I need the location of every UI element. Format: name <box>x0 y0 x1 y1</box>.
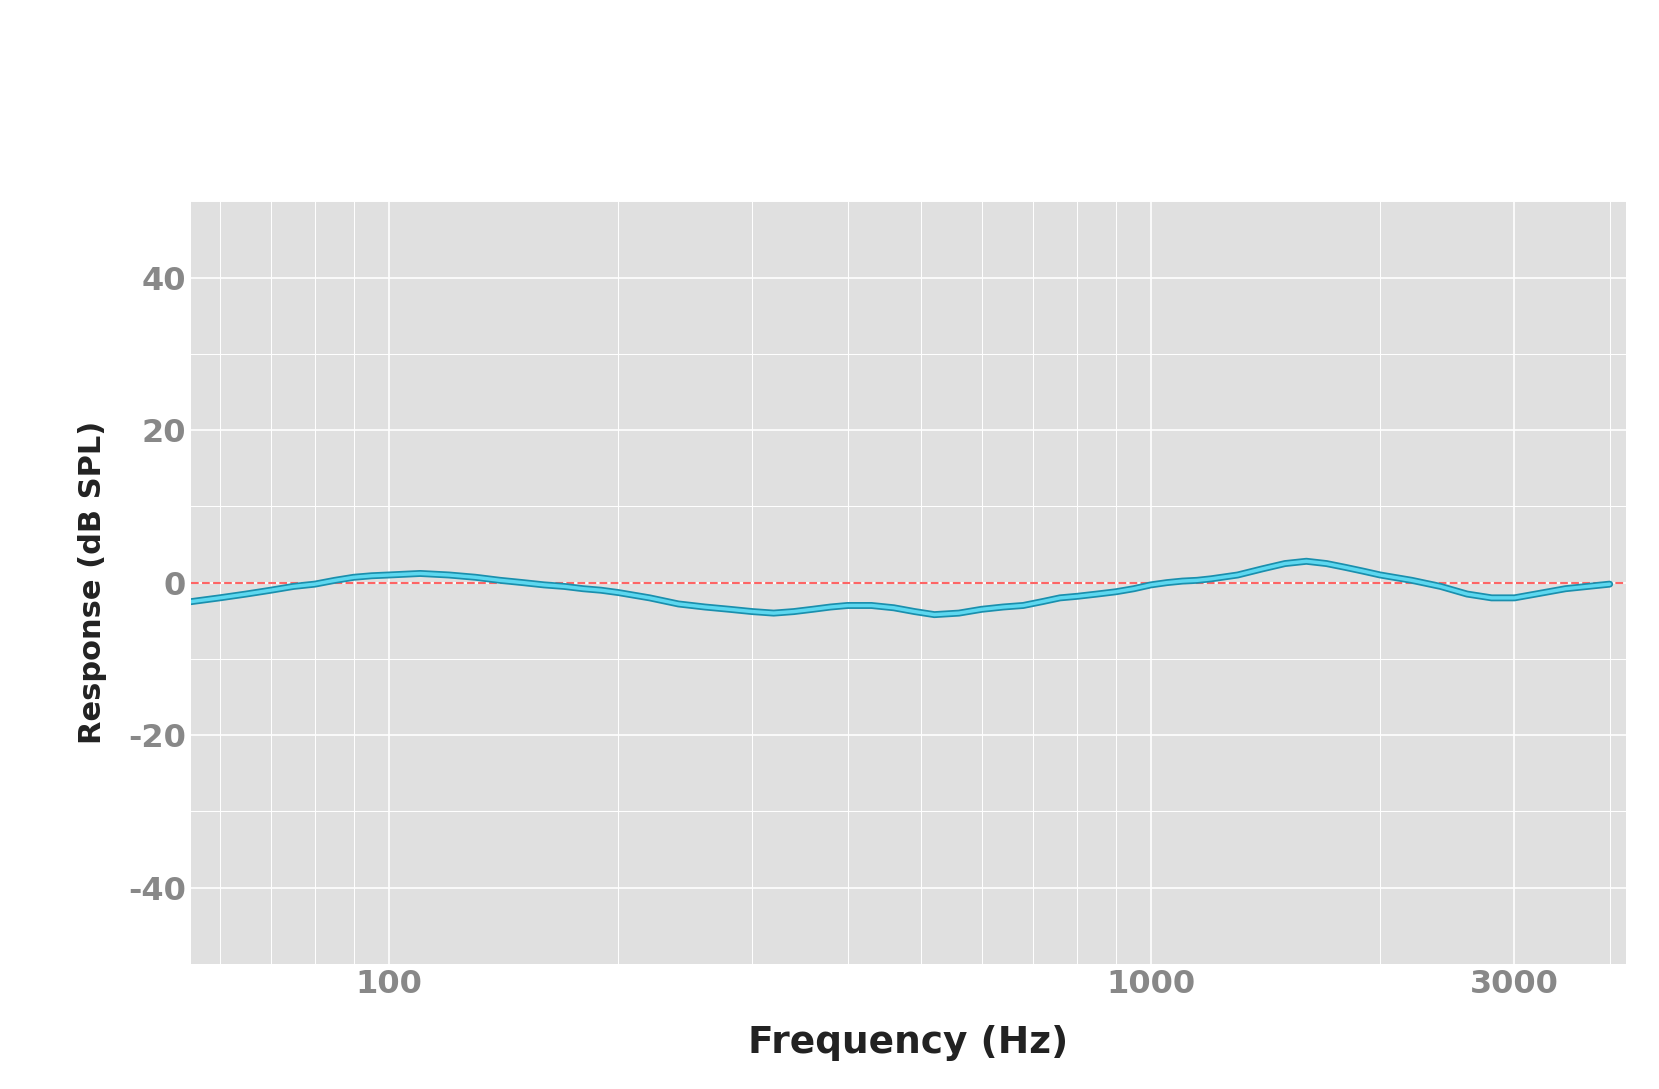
Text: Frequency Response (voice band): Frequency Response (voice band) <box>406 99 1253 143</box>
X-axis label: Frequency (Hz): Frequency (Hz) <box>748 1025 1068 1061</box>
Y-axis label: Response (dB SPL): Response (dB SPL) <box>78 421 108 744</box>
Text: Shure SM7b (flat): Shure SM7b (flat) <box>607 27 1052 70</box>
